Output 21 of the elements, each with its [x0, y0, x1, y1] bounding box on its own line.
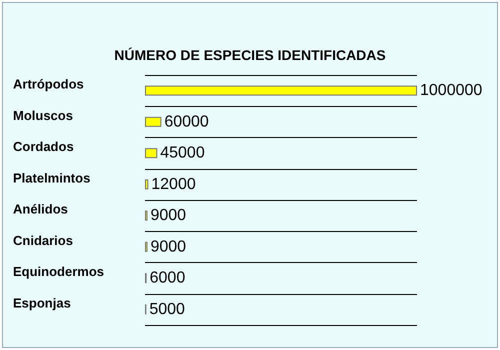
- y-tick-label: Moluscos: [13, 108, 73, 123]
- y-tick-label: Cnidarios: [13, 232, 73, 248]
- data-label: 1000000: [420, 82, 482, 100]
- y-tick-label: Cordados: [13, 139, 74, 154]
- y-tick-label: Platelmintos: [13, 170, 90, 186]
- data-label: 6000: [150, 270, 186, 287]
- data-label: 12000: [151, 176, 196, 193]
- chart-title: NÚMERO DE ESPECIES IDENTIFICADAS: [114, 47, 386, 63]
- y-tick-label: Esponjas: [13, 295, 71, 310]
- bar: [145, 148, 158, 158]
- bar: [145, 86, 417, 96]
- data-label: 5000: [149, 300, 186, 318]
- y-tick-label: Equinodermos: [13, 264, 104, 280]
- data-label: 45000: [160, 144, 205, 162]
- data-label: 9000: [150, 207, 186, 224]
- bar: [145, 116, 162, 127]
- data-label: 9000: [150, 238, 186, 256]
- bar: [145, 179, 148, 190]
- data-label: 60000: [164, 113, 209, 130]
- y-tick-label: Anélidos: [13, 202, 68, 217]
- y-tick-label: Artrópodos: [13, 76, 84, 92]
